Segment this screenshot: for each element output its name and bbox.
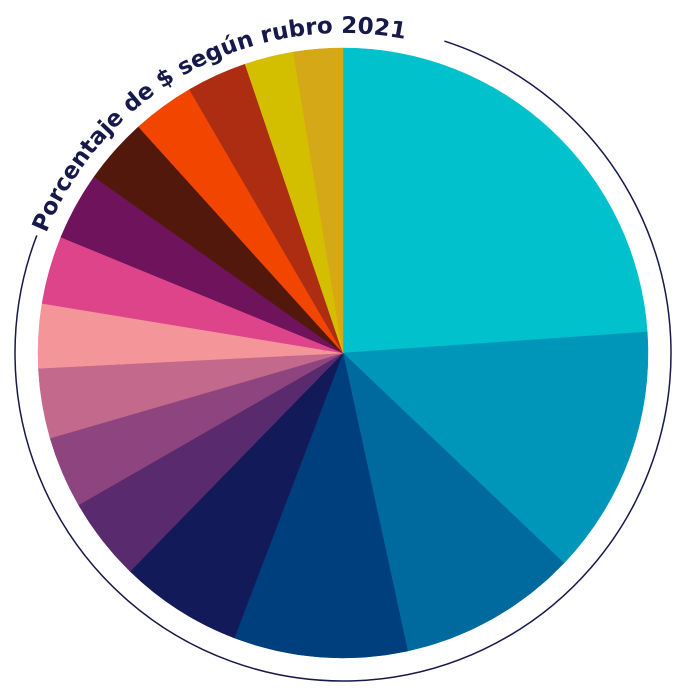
pie-slice bbox=[233, 352, 408, 659]
pie-slice bbox=[342, 331, 649, 564]
pie-slice bbox=[342, 47, 648, 354]
decorative-arc bbox=[14, 40, 672, 682]
pie bbox=[37, 47, 649, 659]
pie-slice bbox=[342, 352, 565, 652]
pie-slice bbox=[129, 352, 344, 639]
pie-slice bbox=[293, 47, 344, 354]
